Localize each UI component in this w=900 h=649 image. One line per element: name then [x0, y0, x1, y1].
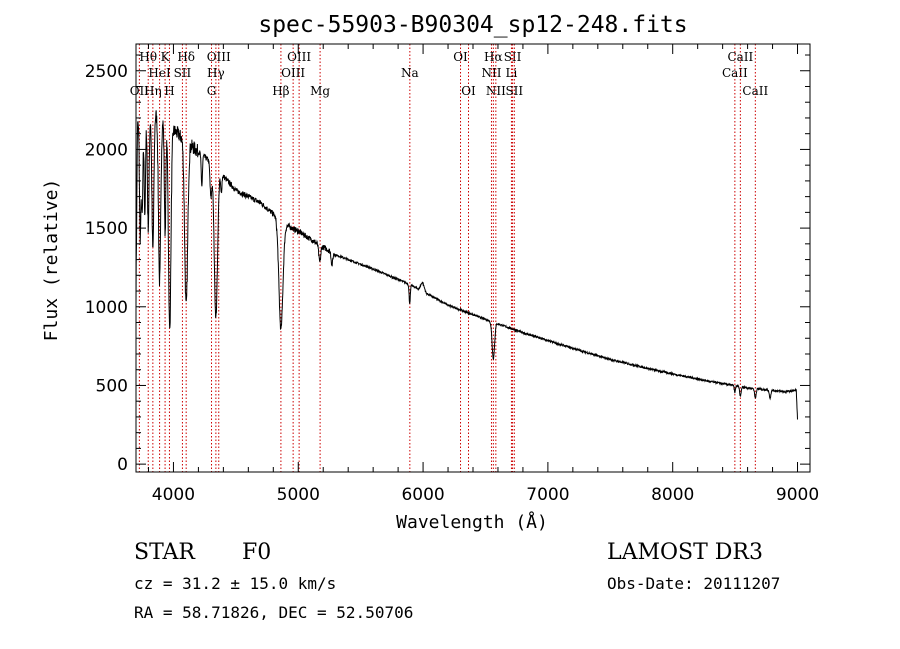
marker-label: Hη: [144, 84, 162, 98]
marker-label: CaII: [722, 66, 748, 80]
marker-label: OII: [130, 84, 150, 98]
y-tick-label: 2000: [85, 140, 128, 160]
marker-label: OI: [453, 50, 468, 64]
object-subclass: F0: [242, 540, 272, 565]
marker-label: Hθ: [139, 50, 157, 64]
marker-label: Hα: [484, 50, 503, 64]
marker-label: OI: [461, 84, 476, 98]
y-axis-label: Flux (relative): [41, 179, 62, 342]
x-tick-label: 7000: [526, 485, 569, 505]
y-tick-label: 2500: [85, 62, 128, 82]
x-tick-label: 8000: [651, 485, 694, 505]
marker-label: NII: [486, 84, 506, 98]
marker-label: Li: [506, 66, 518, 80]
marker-label: OIII: [287, 50, 311, 64]
spectrum-line: [135, 110, 798, 420]
marker-label: Hγ: [207, 66, 225, 80]
y-tick-label: 1500: [85, 219, 128, 239]
y-tick-label: 500: [96, 376, 128, 396]
marker-label: OIII: [281, 66, 305, 80]
redshift-text: cz = 31.2 ± 15.0 km/s: [134, 574, 337, 593]
x-tick-label: 9000: [776, 485, 819, 505]
marker-label: SII: [504, 50, 522, 64]
axis-ticks: [136, 44, 810, 472]
marker-label: Na: [401, 66, 419, 80]
x-tick-labels: 4000 5000 6000 7000 8000 9000: [152, 485, 819, 505]
object-class: STAR: [134, 540, 195, 565]
x-tick-label: 5000: [277, 485, 320, 505]
x-tick-label: 4000: [152, 485, 195, 505]
marker-label: CaII: [727, 50, 753, 64]
y-tick-label: 0: [117, 455, 128, 475]
marker-label: Hδ: [177, 50, 195, 64]
marker-label: SII: [174, 66, 192, 80]
marker-label: HeI: [148, 66, 171, 80]
plot-frame: [135, 43, 811, 473]
coordinates: RA = 58.71826, DEC = 52.50706: [134, 603, 414, 622]
marker-label: Hβ: [272, 84, 289, 98]
marker-label: SII: [505, 84, 523, 98]
marker-label: H: [164, 84, 174, 98]
x-tick-label: 6000: [401, 485, 444, 505]
marker-label: G: [207, 84, 217, 98]
survey-name: LAMOST DR3: [607, 540, 763, 565]
x-axis-label: Wavelength (Å): [396, 511, 548, 533]
y-tick-label: 1000: [85, 298, 128, 318]
chart-title: spec-55903-B90304_sp12-248.fits: [258, 12, 687, 38]
marker-label: Mg: [310, 84, 330, 98]
marker-label: K: [161, 50, 171, 64]
obs-date: Obs-Date: 20111207: [607, 574, 781, 593]
y-tick-labels: 0 500 1000 1500 2000 2500: [85, 62, 128, 475]
marker-label: OIII: [207, 50, 231, 64]
marker-label: NII: [481, 66, 501, 80]
marker-label: CaII: [742, 84, 768, 98]
